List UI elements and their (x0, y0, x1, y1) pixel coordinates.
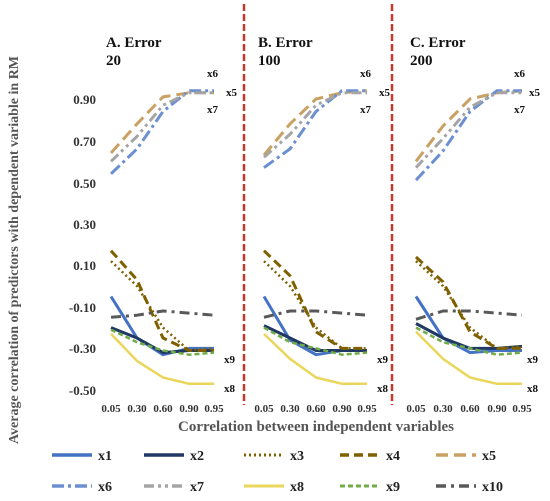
x-tick-label: 0.60 (153, 403, 173, 415)
series-line-x1 (414, 295, 522, 355)
series-line-x8 (415, 330, 522, 386)
series-line-x7 (109, 91, 214, 163)
series-line-x10 (415, 309, 523, 321)
annotation-x6: x6 (207, 68, 219, 80)
y-tick-label: -0.50 (69, 383, 96, 398)
series-line-x10 (110, 309, 215, 319)
panel-c (414, 89, 523, 386)
y-tick-label: 0.30 (73, 217, 96, 232)
series-line-x5 (262, 89, 368, 157)
legend-label-x4: x4 (386, 449, 400, 464)
annotation-x5: x5 (379, 87, 391, 99)
x-tick-label: 0.95 (204, 403, 224, 415)
x-tick-label: 0.90 (487, 403, 507, 415)
series-line-x3 (110, 260, 215, 352)
series-line-x8 (110, 333, 214, 386)
legend-label-x8: x8 (290, 480, 304, 495)
annotation-x7: x7 (514, 104, 526, 116)
series-line-x1 (262, 295, 367, 357)
y-tick-label: 0.70 (73, 134, 96, 149)
panel-title-c: C. Error (410, 35, 466, 51)
series-line-x4 (414, 255, 522, 350)
panel-subtitle-a: 20 (106, 53, 121, 69)
panel-b (262, 89, 368, 386)
legend-label-x9: x9 (386, 480, 400, 495)
x-axis-label: Correlation between independent variable… (178, 419, 454, 435)
x-tick-label: 0.60 (306, 403, 326, 415)
series-line-x6 (414, 89, 522, 182)
annotation-x6: x6 (360, 68, 372, 80)
y-tick-label: -0.10 (69, 300, 96, 315)
annotation-x5: x5 (529, 87, 541, 99)
series-line-x7 (414, 91, 522, 169)
annotation-x8: x8 (224, 383, 236, 395)
panel-subtitle-c: 200 (410, 53, 433, 69)
series-line-x7 (263, 91, 367, 159)
series-line-x2 (110, 326, 214, 355)
annotation-x9: x9 (527, 354, 539, 366)
legend: x1 x2 x3 x4 x5 x6 x7 x8 x9 x10 (52, 449, 503, 495)
series-line-x9 (263, 326, 368, 356)
annotation-x8: x8 (377, 383, 389, 395)
series-line-x5 (109, 91, 214, 154)
legend-label-x2: x2 (190, 449, 204, 464)
x-tick-label: 0.05 (101, 403, 121, 415)
x-tick-label: 0.95 (357, 403, 377, 415)
annotation-x7: x7 (207, 104, 219, 116)
x-tick-label: 0.90 (332, 403, 352, 415)
y-axis-label: Average correlation of predictors with d… (7, 56, 22, 444)
annotation-x9: x9 (224, 354, 236, 366)
panel-title-b: B. Error (258, 35, 313, 51)
x-tick-label: 0.05 (254, 403, 274, 415)
series-line-x9 (415, 326, 523, 356)
legend-label-x1: x1 (98, 449, 112, 464)
y-tick-label: -0.30 (69, 341, 96, 356)
series-line-x8 (263, 332, 367, 386)
series-line-x3 (415, 260, 523, 350)
x-tick-label: 0.30 (433, 403, 453, 415)
series-line-x4 (109, 249, 214, 352)
series-line-x9 (110, 328, 215, 356)
x-tick-label: 0.90 (179, 403, 199, 415)
x-tick-label: 0.30 (280, 403, 300, 415)
x-tick-label: 0.95 (512, 403, 532, 415)
series-line-x3 (263, 260, 367, 350)
legend-label-x6: x6 (98, 480, 112, 495)
annotation-x7: x7 (360, 104, 372, 116)
annotation-x9: x9 (377, 354, 389, 366)
annotation-x6: x6 (514, 68, 526, 80)
panel-a (109, 89, 215, 386)
legend-label-x5: x5 (482, 449, 496, 464)
series-line-x1 (109, 295, 214, 357)
series-line-x2 (263, 324, 367, 352)
legend-label-x7: x7 (190, 480, 204, 495)
series-line-x10 (263, 309, 368, 319)
panel-title-a: A. Error (106, 35, 162, 51)
y-tick-label: 0.90 (73, 92, 96, 107)
legend-label-x3: x3 (290, 449, 304, 464)
panel-subtitle-b: 100 (258, 53, 281, 69)
legend-label-x10: x10 (482, 480, 503, 495)
x-tick-label: 0.30 (127, 403, 147, 415)
x-tick-label: 0.60 (460, 403, 480, 415)
y-tick-label: 0.50 (73, 176, 96, 191)
y-tick-label: 0.10 (73, 258, 96, 273)
annotation-x5: x5 (226, 87, 238, 99)
x-tick-label: 0.05 (406, 403, 426, 415)
series-line-x6 (263, 89, 367, 169)
series-line-x6 (109, 89, 214, 175)
annotation-x8: x8 (527, 383, 539, 395)
